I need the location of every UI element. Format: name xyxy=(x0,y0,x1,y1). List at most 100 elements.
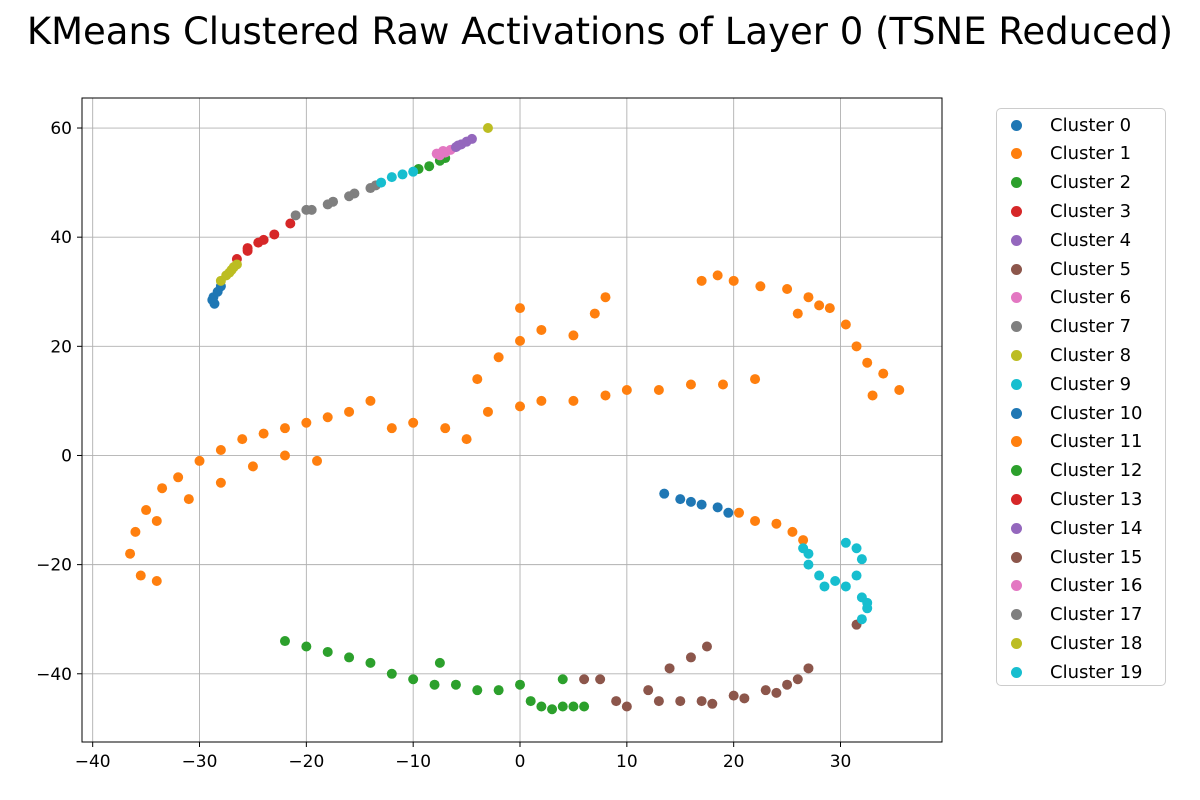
data-point xyxy=(819,581,830,592)
data-point xyxy=(312,455,323,466)
legend-marker xyxy=(1011,436,1022,448)
data-points xyxy=(125,123,905,715)
data-point xyxy=(701,641,712,652)
data-point xyxy=(840,319,851,330)
legend-marker xyxy=(1011,378,1022,390)
data-point xyxy=(894,384,905,395)
legend-marker xyxy=(1011,522,1022,534)
data-point xyxy=(814,300,825,311)
series-12 xyxy=(279,636,590,715)
x-tick-label: −20 xyxy=(288,752,324,772)
data-point xyxy=(568,395,579,406)
legend-item: Cluster 4 xyxy=(1011,228,1131,252)
data-point xyxy=(365,657,376,668)
legend-marker xyxy=(1011,407,1022,419)
data-point xyxy=(301,417,312,428)
data-point xyxy=(600,292,611,303)
legend-item: Cluster 0 xyxy=(1011,113,1131,137)
data-point xyxy=(696,499,707,510)
data-point xyxy=(787,526,798,537)
y-tick-label: 60 xyxy=(50,119,72,139)
data-point xyxy=(344,191,355,202)
data-point xyxy=(386,668,397,679)
legend-item: Cluster 11 xyxy=(1011,430,1143,454)
data-point xyxy=(365,395,376,406)
legend-marker xyxy=(1011,119,1022,131)
data-point xyxy=(290,210,301,221)
data-point xyxy=(322,199,333,210)
legend-item: Cluster 5 xyxy=(1011,257,1131,281)
data-point xyxy=(792,674,803,685)
data-point xyxy=(301,641,312,652)
data-point xyxy=(322,646,333,657)
legend-label: Cluster 2 xyxy=(1050,172,1132,194)
data-point xyxy=(557,701,568,712)
data-point xyxy=(515,335,526,346)
data-point xyxy=(771,518,782,529)
legend-label: Cluster 4 xyxy=(1050,229,1132,251)
legend-label: Cluster 11 xyxy=(1050,431,1143,453)
data-point xyxy=(579,701,590,712)
data-point xyxy=(386,172,397,183)
legend-item: Cluster 12 xyxy=(1011,459,1143,483)
data-point xyxy=(135,570,146,581)
x-tick-label: 10 xyxy=(616,752,638,772)
legend-item: Cluster 10 xyxy=(1011,401,1143,425)
legend-item: Cluster 17 xyxy=(1011,603,1143,627)
series-0 xyxy=(207,281,226,309)
data-point xyxy=(482,123,493,134)
x-tick-label: 0 xyxy=(515,752,526,772)
data-point xyxy=(862,357,873,368)
data-point xyxy=(408,166,419,177)
data-point xyxy=(707,698,718,709)
data-point xyxy=(792,308,803,319)
data-point xyxy=(461,434,472,445)
series-10 xyxy=(659,488,734,518)
legend-label: Cluster 16 xyxy=(1050,575,1143,597)
y-axis-ticks: −40 −20 0 20 40 60 xyxy=(36,119,82,685)
data-point xyxy=(515,303,526,314)
legend-marker xyxy=(1011,349,1022,361)
data-point xyxy=(712,270,723,281)
y-tick-label: 0 xyxy=(61,446,72,466)
data-point xyxy=(466,133,477,144)
data-point xyxy=(258,234,269,245)
series-5 xyxy=(579,619,862,707)
data-point xyxy=(851,570,862,581)
series-1 xyxy=(125,292,761,586)
legend-marker xyxy=(1011,321,1022,333)
data-point xyxy=(386,423,397,434)
y-tick-label: −20 xyxy=(36,556,72,576)
data-point xyxy=(685,496,696,507)
data-point xyxy=(803,548,814,559)
data-point xyxy=(712,502,723,513)
data-point xyxy=(579,674,590,685)
data-point xyxy=(621,384,632,395)
y-tick-label: 20 xyxy=(50,337,72,357)
legend-item: Cluster 9 xyxy=(1011,372,1131,396)
y-tick-label: −40 xyxy=(36,665,72,685)
legend-item: Cluster 6 xyxy=(1011,286,1131,310)
series-19 xyxy=(798,537,873,625)
data-point xyxy=(824,303,835,314)
data-point xyxy=(659,488,670,499)
legend-marker xyxy=(1011,148,1022,160)
data-point xyxy=(621,701,632,712)
data-point xyxy=(568,330,579,341)
data-point xyxy=(434,657,445,668)
data-point xyxy=(525,696,536,707)
data-point xyxy=(878,368,889,379)
data-point xyxy=(782,284,793,295)
data-point xyxy=(803,292,814,303)
data-point xyxy=(515,401,526,412)
legend-label: Cluster 0 xyxy=(1050,114,1132,136)
data-point xyxy=(717,379,728,390)
data-point xyxy=(595,674,606,685)
data-point xyxy=(258,428,269,439)
data-point xyxy=(557,674,568,685)
legend-item: Cluster 16 xyxy=(1011,574,1143,598)
x-tick-label: −30 xyxy=(182,752,218,772)
data-point xyxy=(685,652,696,663)
data-point xyxy=(279,423,290,434)
data-point xyxy=(675,494,686,505)
